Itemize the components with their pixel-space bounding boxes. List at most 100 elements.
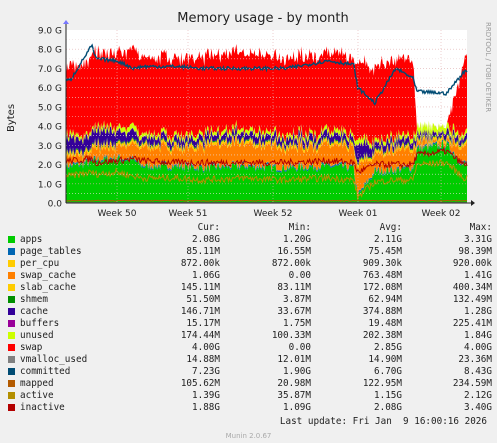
legend-max: 3.31G [464, 234, 492, 245]
legend-min: 0.00 [288, 342, 311, 353]
legend-row-shmem: shmem 51.50M 3.87M 62.94M 132.49M [8, 294, 492, 306]
legend-avg: 14.90M [368, 354, 402, 365]
legend-name: swap_cache [20, 270, 76, 281]
legend-cur: 1.06G [192, 270, 220, 281]
legend-avg: 19.48M [368, 318, 402, 329]
legend-max: 2.12G [464, 390, 492, 401]
y-tick-label: 4.0 G [38, 123, 62, 133]
legend-swatch [8, 356, 15, 363]
legend-name: unused [20, 330, 54, 341]
legend-min: 83.11M [277, 282, 311, 293]
last-update: Last update: Fri Jan 9 16:00:16 2026 [279, 416, 487, 427]
legend-avg: 122.95M [362, 378, 402, 389]
axes [63, 20, 475, 206]
legend-rows: apps 2.08G 1.20G 2.11G 3.31G page_tables 85.11… [8, 234, 492, 414]
y-ticks: 0.0 1.0 G 2.0 G 3.0 G 4.0 G 5.0 G 6.0 G 7.0 G 8.… [38, 27, 62, 210]
x-tick-label: Week 51 [169, 209, 208, 219]
area-apps [66, 141, 467, 203]
area-slab_cache [66, 133, 467, 169]
legend-row-vmalloc-used: vmalloc_used 14.88M 12.01M 14.90M 23.36M [8, 354, 492, 366]
area-swap [66, 44, 467, 147]
y-tick-label: 6.0 G [38, 84, 62, 94]
legend-cur: 1.88G [192, 402, 220, 413]
header-avg: Avg: [379, 222, 402, 233]
legend-name: apps [20, 234, 43, 245]
legend-min: 35.87M [277, 390, 311, 401]
y-tick-label: 9.0 G [38, 27, 62, 37]
legend-cur: 146.71M [180, 306, 220, 317]
legend-row-inactive: inactive 1.88G 1.09G 2.08G 3.40G [8, 402, 492, 414]
legend-min: 0.00 [288, 270, 311, 281]
x-tick-label: Week 52 [254, 209, 293, 219]
legend-name: per_cpu [20, 258, 60, 269]
legend-max: 23.36M [458, 354, 492, 365]
legend-cur: 85.11M [186, 246, 220, 257]
legend-swatch [8, 308, 15, 315]
x-tick-label: Week 50 [98, 209, 137, 219]
legend-swatch [8, 284, 15, 291]
y-tick-label: 7.0 G [38, 65, 62, 75]
legend-min: 1.09G [283, 402, 311, 413]
x-axis-arrow [471, 200, 475, 206]
legend-name: shmem [20, 294, 48, 305]
stacked-areas [66, 44, 467, 203]
legend-cur: 2.08G [192, 234, 220, 245]
legend-cur: 145.11M [180, 282, 220, 293]
y-tick-label: 1.0 G [38, 180, 62, 190]
legend-swatch [8, 272, 15, 279]
header-cur: Cur: [197, 222, 220, 233]
legend-avg: 172.08M [362, 282, 402, 293]
legend-avg: 2.85G [374, 342, 402, 353]
y-axis-label: Bytes [6, 104, 17, 132]
legend-cur: 174.44M [180, 330, 220, 341]
legend-avg: 374.88M [362, 306, 402, 317]
legend-row-swap-cache: swap_cache 1.06G 0.00 763.48M 1.41G [8, 270, 492, 282]
legend-min: 3.87M [283, 294, 311, 305]
legend-row-per-cpu: per_cpu 872.00k 872.00k 909.30k 920.00k [8, 258, 492, 270]
area-shmem [66, 132, 467, 166]
legend-swatch [8, 296, 15, 303]
legend-cur: 1.39G [192, 390, 220, 401]
munin-version: Munin 2.0.67 [225, 432, 272, 440]
legend-row-slab-cache: slab_cache 145.11M 83.11M 172.08M 400.34M [8, 282, 492, 294]
legend-swatch [8, 404, 15, 411]
legend-swatch [8, 236, 15, 243]
legend-row-active: active 1.39G 35.87M 1.15G 2.12G [8, 390, 492, 402]
legend-row-apps: apps 2.08G 1.20G 2.11G 3.31G [8, 234, 492, 246]
legend-row-committed: committed 7.23G 1.90G 6.70G 8.43G [8, 366, 492, 378]
x-ticks: Week 50 Week 51 Week 52 Week 01 Week 02 [98, 209, 461, 219]
legend-swatch [8, 392, 15, 399]
rrdtool-side-label: RRDTOOL / TOBI OETIKER [484, 22, 492, 112]
line-committed [65, 43, 468, 106]
legend-min: 100.33M [271, 330, 311, 341]
legend-name: slab_cache [20, 282, 76, 293]
y-axis-arrow [63, 20, 69, 24]
legend-cur: 7.23G [192, 366, 220, 377]
legend-max: 98.39M [458, 246, 492, 257]
legend-name: committed [20, 366, 71, 377]
legend-name: active [20, 390, 54, 401]
legend-cur: 4.00G [192, 342, 220, 353]
y-tick-label: 0.0 [48, 200, 63, 210]
legend-swatch [8, 260, 15, 267]
area-cache [66, 124, 467, 165]
legend-row-mapped: mapped 105.62M 20.98M 122.95M 234.59M [8, 378, 492, 390]
memory-chart: Memory usage - by month Bytes RRDTOOL / … [6, 11, 492, 219]
grid-lines [66, 30, 467, 203]
line-inactive [65, 146, 468, 174]
legend-swatch [8, 320, 15, 327]
legend-max: 920.00k [452, 258, 492, 269]
legend-name: page_tables [20, 246, 82, 257]
legend-max: 1.84G [464, 330, 492, 341]
legend-avg: 1.15G [374, 390, 402, 401]
legend-swatch [8, 344, 15, 351]
legend-avg: 6.70G [374, 366, 402, 377]
area-swap_cache [66, 136, 467, 198]
legend-cur: 51.50M [186, 294, 220, 305]
legend-cur: 15.17M [186, 318, 220, 329]
x-tick-label: Week 01 [339, 209, 378, 219]
x-tick-label: Week 02 [422, 209, 461, 219]
legend-max: 3.40G [464, 402, 492, 413]
chart-title: Memory usage - by month [177, 11, 348, 26]
legend-row-cache: cache 146.71M 33.67M 374.88M 1.28G [8, 306, 492, 318]
